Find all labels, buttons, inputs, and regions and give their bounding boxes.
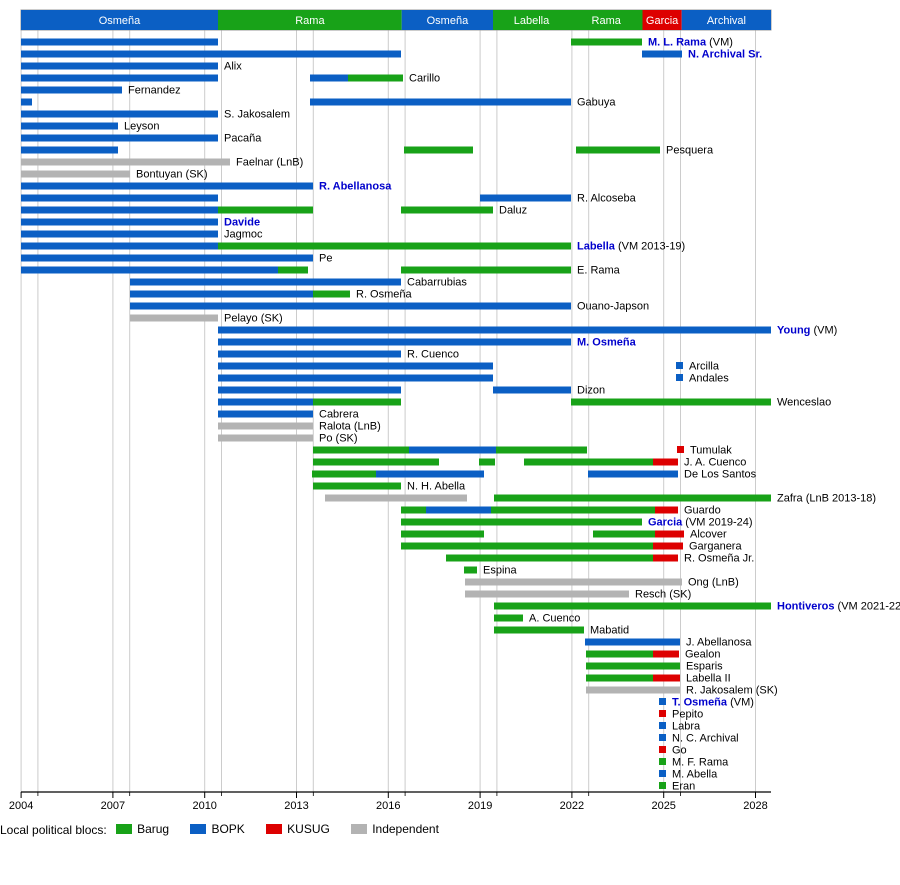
svg-text:J. Abellanosa: J. Abellanosa xyxy=(686,637,752,649)
svg-text:2013: 2013 xyxy=(284,800,308,812)
svg-text:2010: 2010 xyxy=(192,800,216,812)
svg-text:Rama: Rama xyxy=(592,15,622,27)
svg-text:M. Osmeña: M. Osmeña xyxy=(577,337,637,349)
svg-text:Garcia (VM 2019-24): Garcia (VM 2019-24) xyxy=(648,517,753,529)
svg-text:Fernandez: Fernandez xyxy=(128,85,181,97)
svg-text:T. Osmeña (VM): T. Osmeña (VM) xyxy=(672,697,754,709)
svg-text:J. A. Cuenco: J. A. Cuenco xyxy=(684,457,746,469)
svg-text:E. Rama: E. Rama xyxy=(577,265,621,277)
svg-text:M. Abella: M. Abella xyxy=(672,769,718,781)
svg-text:M. F. Rama: M. F. Rama xyxy=(672,757,729,769)
svg-text:Leyson: Leyson xyxy=(124,121,159,133)
svg-text:Davide: Davide xyxy=(224,217,260,229)
svg-text:De Los Santos: De Los Santos xyxy=(684,469,757,481)
svg-text:Pe: Pe xyxy=(319,253,332,265)
svg-text:Labella II: Labella II xyxy=(686,673,731,685)
svg-text:Bontuyan (SK): Bontuyan (SK) xyxy=(136,169,208,181)
svg-text:Resch (SK): Resch (SK) xyxy=(635,589,691,601)
svg-text:2025: 2025 xyxy=(651,800,675,812)
svg-text:R. Osmeña: R. Osmeña xyxy=(356,289,413,301)
svg-text:R. Abellanosa: R. Abellanosa xyxy=(319,181,392,193)
svg-text:Garganera: Garganera xyxy=(689,541,742,553)
svg-text:Eran: Eran xyxy=(672,781,695,793)
svg-text:Go: Go xyxy=(672,745,687,757)
svg-text:2016: 2016 xyxy=(376,800,400,812)
svg-text:Faelnar (LnB): Faelnar (LnB) xyxy=(236,157,303,169)
svg-text:Carillo: Carillo xyxy=(409,73,440,85)
svg-text:Labella (VM 2013-19): Labella (VM 2013-19) xyxy=(577,241,685,253)
svg-text:Young (VM): Young (VM) xyxy=(777,325,837,337)
svg-text:Tumulak: Tumulak xyxy=(690,445,732,457)
svg-text:Ong (LnB): Ong (LnB) xyxy=(688,577,739,589)
svg-text:Osmeña: Osmeña xyxy=(99,15,141,27)
svg-text:R. Cuenco: R. Cuenco xyxy=(407,349,459,361)
svg-text:2022: 2022 xyxy=(560,800,584,812)
svg-text:Alcover: Alcover xyxy=(690,529,727,541)
svg-text:Esparis: Esparis xyxy=(686,661,723,673)
svg-text:Cabarrubias: Cabarrubias xyxy=(407,277,467,289)
svg-text:Wenceslao: Wenceslao xyxy=(777,397,831,409)
svg-text:Arcilla: Arcilla xyxy=(689,361,720,373)
svg-text:Espina: Espina xyxy=(483,565,518,577)
svg-text:Garcia: Garcia xyxy=(646,15,679,27)
svg-text:Pelayo (SK): Pelayo (SK) xyxy=(224,313,283,325)
svg-text:2004: 2004 xyxy=(9,800,33,812)
svg-text:M. L. Rama (VM): M. L. Rama (VM) xyxy=(648,37,733,49)
svg-text:Po (SK): Po (SK) xyxy=(319,433,358,445)
svg-text:Mabatid: Mabatid xyxy=(590,625,629,637)
svg-text:2007: 2007 xyxy=(101,800,125,812)
svg-text:Gealon: Gealon xyxy=(685,649,720,661)
svg-text:Pepito: Pepito xyxy=(672,709,703,721)
svg-text:Cabrera: Cabrera xyxy=(319,409,360,421)
svg-text:2028: 2028 xyxy=(743,800,767,812)
svg-text:Archival: Archival xyxy=(707,15,746,27)
svg-text:R. Jakosalem (SK): R. Jakosalem (SK) xyxy=(686,685,778,697)
svg-text:Pacaña: Pacaña xyxy=(224,133,262,145)
svg-text:Jagmoc: Jagmoc xyxy=(224,229,263,241)
svg-text:Dizon: Dizon xyxy=(577,385,605,397)
svg-text:Guardo: Guardo xyxy=(684,505,721,517)
svg-text:Pesquera: Pesquera xyxy=(666,145,714,157)
svg-text:R. Osmeña Jr.: R. Osmeña Jr. xyxy=(684,553,754,565)
svg-text:Rama: Rama xyxy=(295,15,325,27)
svg-text:Gabuya: Gabuya xyxy=(577,97,616,109)
svg-text:A. Cuenco: A. Cuenco xyxy=(529,613,580,625)
svg-text:Hontiveros (VM 2021-22; 24-25): Hontiveros (VM 2021-22; 24-25) xyxy=(777,601,900,613)
svg-text:S. Jakosalem: S. Jakosalem xyxy=(224,109,290,121)
svg-text:N. C. Archival: N. C. Archival xyxy=(672,733,739,745)
svg-text:Daluz: Daluz xyxy=(499,205,527,217)
svg-text:Labra: Labra xyxy=(672,721,701,733)
svg-text:Andales: Andales xyxy=(689,373,729,385)
svg-text:Alix: Alix xyxy=(224,61,242,73)
svg-text:2019: 2019 xyxy=(468,800,492,812)
svg-text:Ralota (LnB): Ralota (LnB) xyxy=(319,421,381,433)
svg-text:Labella: Labella xyxy=(514,15,550,27)
svg-text:Zafra (LnB 2013-18): Zafra (LnB 2013-18) xyxy=(777,493,876,505)
svg-text:Ouano-Japson: Ouano-Japson xyxy=(577,301,649,313)
svg-text:R. Alcoseba: R. Alcoseba xyxy=(577,193,637,205)
svg-text:N. H. Abella: N. H. Abella xyxy=(407,481,466,493)
svg-text:Osmeña: Osmeña xyxy=(427,15,469,27)
svg-text:N. Archival Sr.: N. Archival Sr. xyxy=(688,49,762,61)
